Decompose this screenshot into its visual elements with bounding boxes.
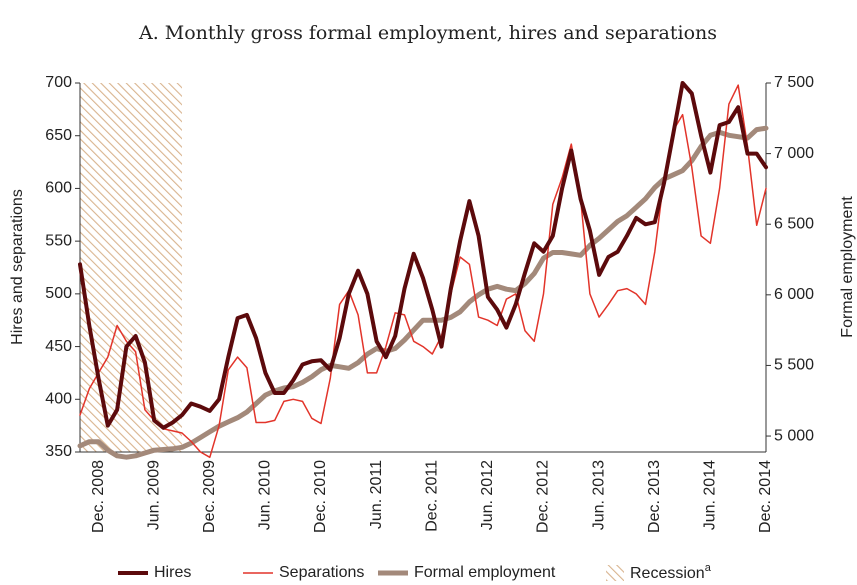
x-tick-label: Jun. 2010: [257, 460, 274, 530]
legend-label: Recession: [630, 565, 705, 582]
legend-label: Hires: [154, 564, 191, 581]
legend-label: Separations: [279, 564, 364, 581]
x-tick-label: Dec. 2009: [201, 460, 218, 533]
y2-tick-label: 5 500: [774, 357, 814, 374]
legend-label: Formal employment: [414, 564, 556, 581]
x-tick-label: Jun. 2014: [702, 460, 719, 530]
x-tick-label: Dec. 2010: [312, 460, 329, 533]
y-tick-label: 350: [45, 443, 72, 460]
chart-title: A. Monthly gross formal employment, hire…: [138, 22, 717, 44]
y2-axis-label: Formal employment: [839, 196, 856, 338]
series-line: [77, 125, 769, 460]
legend-swatch: [606, 565, 624, 581]
x-tick-label: Jun. 2009: [145, 460, 162, 530]
y2-tick-label: 6 000: [774, 286, 814, 303]
legend-label: Recessiona: [630, 562, 712, 582]
x-tick-label: Dec. 2014: [757, 460, 774, 533]
y2-tick-label: 6 500: [774, 215, 814, 232]
series-line: [79, 84, 767, 459]
x-tick-label: Dec. 2008: [90, 460, 107, 533]
series-line: [78, 81, 768, 430]
y-tick-label: 400: [45, 391, 72, 408]
y2-tick-label: 7 000: [774, 145, 814, 162]
x-tick-label: Jun. 2011: [368, 460, 385, 529]
y-tick-label: 700: [45, 74, 72, 91]
y-axis-label: Hires and separations: [9, 189, 26, 345]
x-tick-label: Dec. 2013: [646, 460, 663, 533]
y-tick-label: 450: [45, 338, 72, 355]
x-tick-label: Dec. 2012: [535, 460, 552, 533]
x-tick-label: Jun. 2012: [479, 460, 496, 530]
y2-tick-label: 7 500: [774, 74, 814, 91]
y-tick-label: 600: [45, 180, 72, 197]
x-tick-label: Dec. 2011: [423, 460, 440, 532]
legend-note: a: [705, 562, 712, 574]
x-tick-label: Jun. 2013: [590, 460, 607, 530]
recession-band: [80, 83, 182, 452]
y-tick-label: 500: [45, 285, 72, 302]
y-tick-label: 650: [45, 127, 72, 144]
y2-tick-label: 5 000: [774, 427, 814, 444]
y-tick-label: 550: [45, 232, 72, 249]
